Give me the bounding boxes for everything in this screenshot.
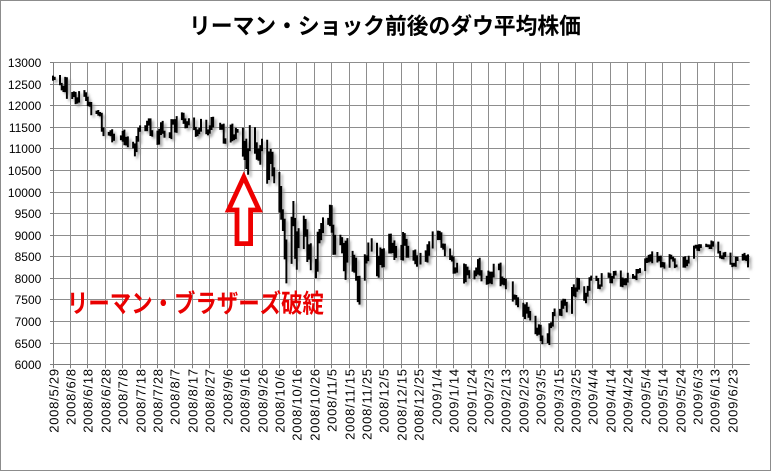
svg-text:2008/9/6: 2008/9/6	[220, 368, 235, 425]
svg-text:10000: 10000	[8, 186, 42, 200]
svg-text:2009/5/24: 2009/5/24	[673, 368, 688, 433]
svg-text:2008/11/15: 2008/11/15	[342, 368, 357, 440]
svg-text:7500: 7500	[15, 293, 42, 307]
svg-text:8500: 8500	[15, 250, 42, 264]
svg-text:2009/5/4: 2009/5/4	[638, 368, 653, 425]
svg-text:2009/3/25: 2009/3/25	[568, 368, 583, 433]
svg-text:2009/1/24: 2009/1/24	[464, 368, 479, 433]
svg-text:2008/6/18: 2008/6/18	[80, 368, 95, 433]
svg-text:2008/6/8: 2008/6/8	[63, 368, 78, 425]
svg-text:2009/6/23: 2009/6/23	[725, 368, 740, 433]
svg-text:2008/11/5: 2008/11/5	[324, 368, 339, 432]
svg-text:2009/4/24: 2009/4/24	[620, 368, 635, 433]
svg-text:2008/8/17: 2008/8/17	[185, 368, 200, 433]
svg-text:2008/12/5: 2008/12/5	[376, 368, 391, 433]
svg-text:2008/12/15: 2008/12/15	[394, 368, 409, 441]
svg-text:13000: 13000	[8, 56, 42, 70]
svg-text:2009/5/14: 2009/5/14	[655, 368, 670, 433]
svg-text:9500: 9500	[15, 207, 42, 221]
svg-text:12500: 12500	[8, 78, 42, 92]
svg-text:2008/8/7: 2008/8/7	[167, 368, 182, 425]
svg-text:2009/2/3: 2009/2/3	[481, 368, 496, 425]
svg-text:11000: 11000	[9, 142, 42, 156]
svg-text:2008/7/8: 2008/7/8	[115, 368, 130, 425]
svg-text:2009/1/4: 2009/1/4	[429, 368, 444, 425]
svg-text:2009/6/13: 2009/6/13	[707, 368, 722, 433]
svg-text:6000: 6000	[15, 358, 42, 372]
svg-text:2009/3/5: 2009/3/5	[533, 368, 548, 425]
svg-text:2008/7/28: 2008/7/28	[150, 368, 165, 433]
svg-text:2009/2/23: 2009/2/23	[516, 368, 531, 433]
svg-text:6500: 6500	[15, 337, 42, 351]
svg-text:2009/3/15: 2009/3/15	[551, 368, 566, 433]
svg-text:2008/10/6: 2008/10/6	[272, 368, 287, 433]
svg-text:2008/10/26: 2008/10/26	[307, 368, 322, 441]
svg-text:9000: 9000	[15, 229, 42, 243]
svg-text:2009/2/13: 2009/2/13	[498, 368, 513, 433]
svg-text:11500: 11500	[9, 121, 42, 135]
svg-text:2008/9/26: 2008/9/26	[255, 368, 270, 433]
svg-text:2008/8/27: 2008/8/27	[202, 368, 217, 433]
svg-text:2009/6/3: 2009/6/3	[690, 368, 705, 425]
svg-text:2008/9/16: 2008/9/16	[237, 368, 252, 433]
svg-text:2009/4/4: 2009/4/4	[585, 368, 600, 425]
svg-text:8000: 8000	[15, 272, 42, 286]
svg-text:2009/4/14: 2009/4/14	[603, 368, 618, 433]
svg-text:7000: 7000	[15, 315, 42, 329]
svg-text:2008/7/18: 2008/7/18	[133, 368, 148, 433]
svg-text:2008/5/29: 2008/5/29	[46, 368, 61, 433]
svg-text:2008/6/28: 2008/6/28	[98, 368, 113, 433]
svg-text:2008/12/25: 2008/12/25	[411, 368, 426, 441]
svg-text:2009/1/14: 2009/1/14	[446, 368, 461, 433]
svg-text:2008/11/25: 2008/11/25	[359, 368, 374, 440]
svg-text:10500: 10500	[8, 164, 42, 178]
svg-text:12000: 12000	[8, 99, 42, 113]
svg-text:2008/10/16: 2008/10/16	[289, 368, 304, 441]
